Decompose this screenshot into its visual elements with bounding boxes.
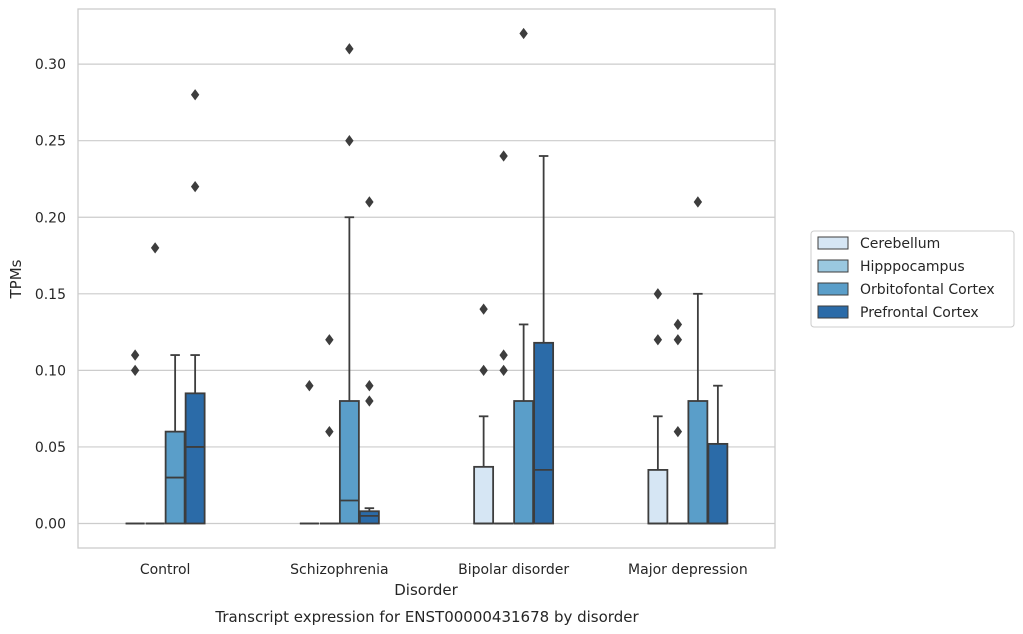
outlier-point (499, 150, 508, 162)
outlier-point (479, 364, 488, 377)
legend-label: Prefrontal Cortex (860, 305, 979, 321)
outlier-point (365, 395, 374, 407)
outlier-point (653, 334, 663, 346)
legend-swatch (817, 305, 849, 319)
outlier-point (150, 242, 160, 254)
legend-swatch (817, 282, 849, 296)
box-group (125, 349, 145, 525)
box-body (513, 400, 535, 525)
y-axis-label: TPMs (7, 259, 25, 299)
box-group (533, 155, 555, 525)
box-group (338, 43, 360, 525)
y-tick-label: 0.25 (35, 134, 66, 150)
box-group (473, 303, 495, 525)
box-group (319, 334, 339, 525)
box-body (707, 442, 729, 525)
legend-label: Orbitofontal Cortex (860, 282, 995, 298)
outlier-point (499, 349, 508, 361)
box-group (668, 318, 688, 525)
legend-swatch (817, 259, 849, 273)
x-axis-ticks: Control Schizophrenia Bipolar disorder Majo… (140, 562, 748, 578)
outlier-point (325, 334, 334, 346)
outlier-point (365, 380, 374, 392)
box-body (358, 510, 380, 525)
outlier-point (190, 180, 200, 193)
x-tick-label: Schizophrenia (290, 562, 388, 578)
x-tick-label: Control (140, 562, 191, 578)
y-tick-label: 0.15 (35, 287, 66, 303)
outlier-point (190, 89, 200, 101)
outlier-point (345, 135, 354, 147)
box-group (494, 150, 514, 525)
outlier-point (305, 380, 314, 392)
legend: Cerebellum Hipppocampus Orbitofontal Corte… (810, 230, 1015, 328)
box-group (647, 288, 669, 525)
y-tick-label: 0.00 (35, 517, 66, 533)
box-group (184, 89, 206, 525)
box-group (164, 354, 186, 525)
box-group (145, 242, 165, 525)
chart-caption: Transcript expression for ENST0000043167… (214, 608, 639, 626)
legend-label: Cerebellum (860, 236, 940, 252)
box-body (687, 400, 709, 525)
outlier-point (693, 196, 703, 208)
outlier-point (519, 27, 528, 40)
plot-frame (77, 8, 776, 549)
box-group (513, 27, 535, 525)
outlier-point (673, 318, 683, 331)
box-body (338, 400, 360, 525)
box-series (125, 27, 729, 525)
outlier-point (130, 349, 140, 361)
outlier-point (673, 425, 683, 438)
box-body (647, 469, 669, 525)
outlier-point (365, 196, 374, 208)
outlier-point (499, 364, 508, 377)
box-group (687, 196, 709, 525)
legend-frame (810, 230, 1015, 328)
y-tick-label: 0.05 (35, 440, 66, 456)
box-body (533, 341, 555, 525)
box-body (184, 392, 206, 525)
box-group (707, 384, 729, 525)
legend-label: Hipppocampus (860, 259, 965, 275)
box-body (473, 465, 495, 525)
x-axis-label: Disorder (394, 581, 458, 599)
outlier-point (479, 303, 488, 315)
y-tick-label: 0.30 (35, 57, 66, 73)
outlier-point (673, 334, 683, 346)
y-tick-label: 0.20 (35, 210, 66, 226)
legend-swatch (817, 236, 849, 250)
outlier-point (130, 364, 140, 377)
x-tick-label: Bipolar disorder (458, 562, 569, 578)
y-axis-ticks: 0.00 0.05 0.10 0.15 0.20 0.25 0.30 (35, 57, 66, 532)
box-group (358, 196, 380, 525)
box-group (299, 380, 319, 525)
outlier-point (345, 43, 354, 55)
outlier-point (653, 288, 663, 300)
outlier-point (325, 425, 334, 438)
y-tick-label: 0.10 (35, 363, 66, 379)
x-tick-label: Major depression (628, 562, 748, 578)
